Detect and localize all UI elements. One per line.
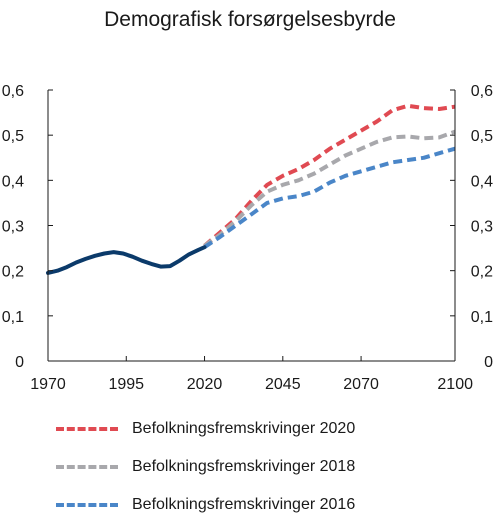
legend-label: Befolkningsfremskrivinger 2016 — [132, 496, 356, 513]
legend-item: Befolkningsfremskrivinger 2020 — [56, 410, 355, 448]
x-tick-label: 2045 — [265, 376, 301, 393]
historical-line — [46, 245, 207, 275]
y-tick-label-left: 0,5 — [2, 128, 24, 145]
chart-canvas: 0 0 0,1 0,1 0,2 0,2 0,3 0,3 0,4 0,4 0,5 0,5 0,6 0,6 19… — [2, 83, 493, 393]
legend-swatch — [56, 503, 118, 507]
legend-item: Befolkningsfremskrivinger 2016 — [56, 486, 355, 524]
chart-title: Demografisk forsørgelsesbyrde — [104, 8, 396, 31]
y-tick-label-left: 0,3 — [2, 219, 24, 236]
x-tick-label: 2020 — [187, 376, 223, 393]
y-tick-label-right: 0,3 — [471, 219, 493, 236]
x-tick-label: 1970 — [30, 376, 66, 393]
legend-label: Befolkningsfremskrivinger 2020 — [132, 420, 356, 437]
series-line-1 — [203, 103, 456, 248]
y-tick-label-right: 0,1 — [471, 309, 493, 326]
plot-lines — [46, 103, 456, 275]
y-tick-label-left: 0,6 — [2, 83, 24, 100]
legend-swatch — [56, 427, 118, 431]
y-tick-label-right: 0,6 — [471, 83, 493, 100]
legend-swatch — [56, 465, 118, 469]
y-tick-label-right: 0 — [484, 354, 493, 371]
y-tick-label-right: 0,5 — [471, 128, 493, 145]
legend-item: Befolkningsfremskrivinger 2018 — [56, 448, 355, 486]
y-tick-label-right: 0,4 — [471, 173, 493, 190]
y-tick-label-left: 0 — [15, 354, 24, 371]
x-tick-label: 2070 — [343, 376, 379, 393]
axes: 0 0 0,1 0,1 0,2 0,2 0,3 0,3 0,4 0,4 0,5 0,5 0,6 0,6 19… — [2, 83, 493, 393]
series-line-2 — [203, 129, 456, 248]
x-tick-label: 1995 — [108, 376, 144, 393]
legend-label: Befolkningsfremskrivinger 2018 — [132, 458, 356, 475]
y-tick-label-left: 0,4 — [2, 173, 24, 190]
x-tick-label: 2100 — [437, 376, 473, 393]
series-line-3 — [203, 146, 456, 249]
y-tick-label-left: 0,1 — [2, 309, 24, 326]
legend: Befolkningsfremskrivinger 2020 Befolkning… — [56, 410, 355, 524]
y-tick-label-left: 0,2 — [2, 264, 24, 281]
y-tick-label-right: 0,2 — [471, 264, 493, 281]
